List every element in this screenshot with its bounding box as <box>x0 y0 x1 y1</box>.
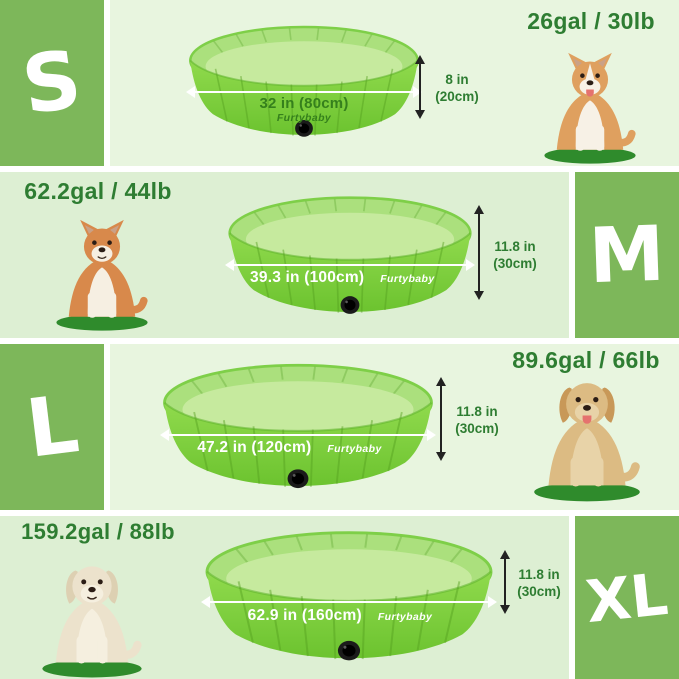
height-arrow-s <box>419 63 422 111</box>
height-arrow-xl <box>504 558 507 606</box>
height-label-s: 8 in (20cm) <box>435 72 479 104</box>
pool-illustration-l: 47.2 in (120cm) Furtybaby <box>156 354 440 504</box>
height-label-m: 11.8 in (30cm) <box>493 239 537 271</box>
height-label-l: 11.8 in (30cm) <box>455 404 499 436</box>
capacity-label-m: 62.2gal / 44lb <box>24 178 172 204</box>
corgi-photo <box>533 33 647 165</box>
height-arrow-m <box>478 213 481 292</box>
brand-logo: Furtybaby <box>380 273 435 286</box>
labrador-retriever-photo <box>30 543 154 679</box>
size-badge-m: M <box>575 172 679 338</box>
height-label-xl: 11.8 in (30cm) <box>517 567 561 599</box>
brand-logo: Furtybaby <box>327 442 382 455</box>
shiba-inu-photo <box>45 206 159 332</box>
size-badge-s: S <box>0 0 104 166</box>
diameter-label-m: 39.3 in (100cm) <box>250 269 365 287</box>
diameter-arrow-xl <box>202 600 496 604</box>
capacity-label-xl: 159.2gal / 88lb <box>21 519 175 544</box>
size-letter-xl: XL <box>582 559 672 636</box>
size-letter-m: M <box>587 208 667 301</box>
pool-illustration-m: 39.3 in (100cm) Furtybaby <box>222 187 478 329</box>
size-badge-l: L <box>0 344 104 510</box>
diameter-label-xl: 62.9 in (160cm) <box>247 606 362 624</box>
size-badge-xl: XL <box>575 516 679 679</box>
height-arrow-l <box>440 385 443 453</box>
diameter-arrow-s <box>187 90 421 94</box>
pool-illustration-xl: 62.9 in (160cm) Furtybaby <box>198 521 500 677</box>
diameter-label-l: 47.2 in (120cm) <box>197 438 312 456</box>
brand-logo: Furtybaby <box>276 111 332 124</box>
size-letter-l: L <box>20 377 83 476</box>
size-letter-s: S <box>16 32 87 133</box>
diameter-label-s: 32 in (80cm) <box>259 94 349 112</box>
pool-illustration-s: 32 in (80cm) Furtybaby <box>183 17 425 151</box>
brand-logo: Furtybaby <box>377 610 433 623</box>
golden-retriever-photo <box>520 371 654 503</box>
diameter-arrow-l <box>161 433 435 437</box>
capacity-label-l: 89.6gal / 66lb <box>512 347 660 373</box>
diameter-arrow-m <box>227 263 473 267</box>
capacity-label-s: 26gal / 30lb <box>527 8 655 34</box>
